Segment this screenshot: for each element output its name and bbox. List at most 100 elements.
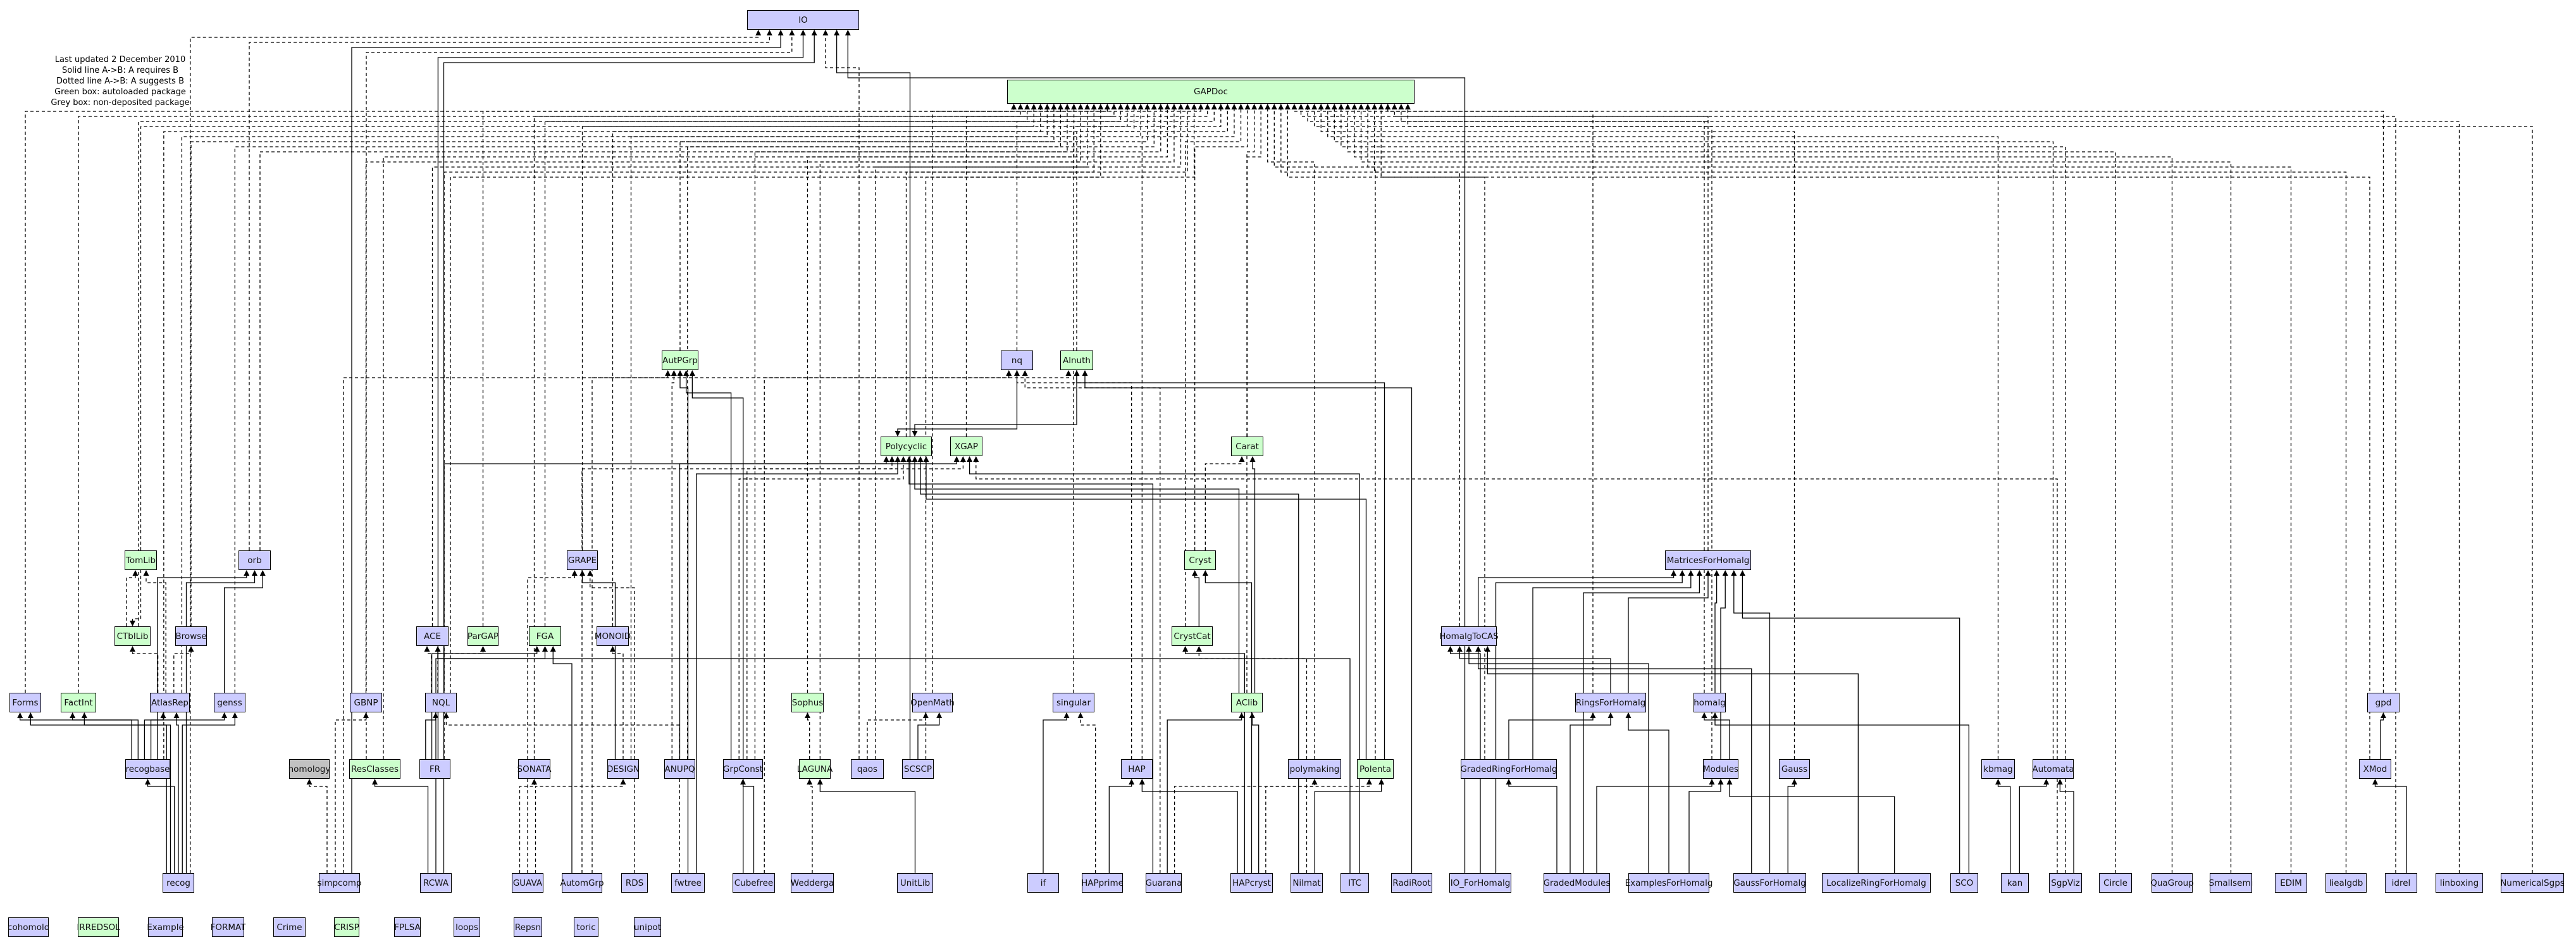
arrowhead: [1995, 779, 2001, 785]
package-node-RingsForHomalg[interactable]: RingsForHomalg: [1575, 693, 1646, 712]
package-node-RCWA[interactable]: RCWA: [420, 873, 452, 893]
package-node-FGA[interactable]: FGA: [529, 626, 561, 646]
package-node-unipot[interactable]: unipot: [634, 917, 661, 937]
package-node-Guarana[interactable]: Guarana: [1146, 873, 1182, 893]
package-node-LAGUNA[interactable]: LAGUNA: [797, 759, 833, 779]
package-node-ResClasses[interactable]: ResClasses: [349, 759, 400, 779]
package-node-MONOID[interactable]: MONOID: [595, 626, 631, 646]
package-node-FactInt[interactable]: FactInt: [61, 693, 96, 712]
package-node-Cubefree[interactable]: Cubefree: [733, 873, 775, 893]
package-node-ParGAP[interactable]: ParGAP: [468, 626, 498, 646]
package-node-GaussForHomalg[interactable]: GaussForHomalg: [1733, 873, 1806, 893]
package-node-Automata[interactable]: Automata: [2032, 759, 2074, 779]
package-node-Forms[interactable]: Forms: [9, 693, 41, 712]
package-node-DESIGN[interactable]: DESIGN: [607, 759, 640, 779]
package-node-HAP[interactable]: HAP: [1121, 759, 1153, 779]
package-node-GRAPE[interactable]: GRAPE: [567, 550, 598, 570]
package-node-FORMAT[interactable]: FORMAT: [211, 917, 245, 937]
package-node-HomalgToCAS[interactable]: HomalgToCAS: [1439, 626, 1499, 646]
package-node-simpcomp[interactable]: simpcomp: [318, 873, 361, 893]
package-node-orb[interactable]: orb: [238, 550, 271, 570]
package-node-cohomolo[interactable]: cohomolo: [8, 917, 49, 937]
package-node-UnitLib[interactable]: UnitLib: [897, 873, 933, 893]
package-node-AtlasRep[interactable]: AtlasRep: [150, 693, 190, 712]
package-node-ITC[interactable]: ITC: [1341, 873, 1369, 893]
package-node-Smallsemi[interactable]: Smallsemi: [2209, 873, 2253, 893]
package-node-CrystCat[interactable]: CrystCat: [1172, 626, 1213, 646]
package-node-loops[interactable]: loops: [454, 917, 480, 937]
package-node-CTblLib[interactable]: CTblLib: [115, 626, 151, 646]
package-node-GAPDoc[interactable]: GAPDoc: [1007, 80, 1415, 104]
package-node-qaos[interactable]: qaos: [851, 759, 884, 779]
package-node-polymaking[interactable]: polymaking: [1288, 759, 1341, 779]
package-node-Nilmat[interactable]: Nilmat: [1291, 873, 1323, 893]
package-node-RDS[interactable]: RDS: [621, 873, 648, 893]
package-node-TomLib[interactable]: TomLib: [125, 550, 157, 570]
package-node-genss[interactable]: genss: [214, 693, 245, 712]
package-node-nq[interactable]: nq: [1001, 350, 1033, 370]
package-node-IO_ForHomalg[interactable]: IO_ForHomalg: [1449, 873, 1511, 893]
package-node-ExamplesForHomalg[interactable]: ExamplesForHomalg: [1625, 873, 1712, 893]
package-node-SCSCP[interactable]: SCSCP: [902, 759, 934, 779]
package-node-XMod[interactable]: XMod: [2359, 759, 2391, 779]
package-node-EDIM[interactable]: EDIM: [2275, 873, 2307, 893]
package-node-Crime[interactable]: Crime: [273, 917, 306, 937]
package-node-toric[interactable]: toric: [574, 917, 598, 937]
package-node-Gauss[interactable]: Gauss: [1779, 759, 1810, 779]
package-node-kbmag[interactable]: kbmag: [1981, 759, 2015, 779]
package-node-QuaGroup[interactable]: QuaGroup: [2150, 873, 2194, 893]
package-node-homology[interactable]: homology: [288, 759, 330, 779]
arrowhead: [610, 646, 616, 652]
package-node-ANUPQ[interactable]: ANUPQ: [664, 759, 695, 779]
package-node-HAPprime[interactable]: HAPprime: [1081, 873, 1124, 893]
package-node-recog[interactable]: recog: [163, 873, 194, 893]
package-node-FR[interactable]: FR: [419, 759, 450, 779]
package-node-SgpViz[interactable]: SgpViz: [2049, 873, 2082, 893]
package-node-FPLSA[interactable]: FPLSA: [394, 917, 421, 937]
package-node-SONATA[interactable]: SONATA: [517, 759, 551, 779]
package-node-AClib[interactable]: AClib: [1231, 693, 1263, 712]
package-node-GradedRingForHomalg[interactable]: GradedRingForHomalg: [1460, 759, 1557, 779]
package-node-Cryst[interactable]: Cryst: [1184, 550, 1216, 570]
package-node-IO[interactable]: IO: [747, 10, 859, 30]
package-node-RadiRoot[interactable]: RadiRoot: [1391, 873, 1432, 893]
package-node-Alnuth[interactable]: Alnuth: [1060, 350, 1093, 370]
package-node-fwtree[interactable]: fwtree: [671, 873, 705, 893]
package-node-singular[interactable]: singular: [1053, 693, 1094, 712]
package-node-NQL[interactable]: NQL: [425, 693, 457, 712]
package-node-OpenMath[interactable]: OpenMath: [910, 693, 955, 712]
package-node-Repsn[interactable]: Repsn: [514, 917, 542, 937]
package-node-Example[interactable]: Example: [147, 917, 184, 937]
package-node-Circle[interactable]: Circle: [2099, 873, 2132, 893]
package-node-recogbase[interactable]: recogbase: [125, 759, 170, 779]
package-node-ACE[interactable]: ACE: [416, 626, 449, 646]
package-node-AutomGrp[interactable]: AutomGrp: [560, 873, 604, 893]
package-node-homalg[interactable]: homalg: [1694, 693, 1726, 712]
package-node-GBNP[interactable]: GBNP: [350, 693, 382, 712]
package-node-XGAP[interactable]: XGAP: [950, 437, 982, 456]
package-node-idrel[interactable]: idrel: [2385, 873, 2417, 893]
package-node-Browse[interactable]: Browse: [175, 626, 207, 646]
package-node-kan[interactable]: kan: [2001, 873, 2029, 893]
package-node-Modules[interactable]: Modules: [1703, 759, 1738, 779]
package-node-HAPcryst[interactable]: HAPcryst: [1230, 873, 1273, 893]
package-node-linboxing[interactable]: linboxing: [2436, 873, 2483, 893]
package-node-MatricesForHomalg[interactable]: MatricesForHomalg: [1665, 550, 1751, 570]
package-node-Carat[interactable]: Carat: [1231, 437, 1263, 456]
package-node-LocalizeRingForHomalg[interactable]: LocalizeRingForHomalg: [1822, 873, 1931, 893]
package-node-Sophus[interactable]: Sophus: [791, 693, 824, 712]
package-node-GradedModules[interactable]: GradedModules: [1544, 873, 1610, 893]
package-node-SCO[interactable]: SCO: [1950, 873, 1978, 893]
package-node-NumericalSgps[interactable]: NumericalSgps: [2500, 873, 2565, 893]
package-node-Wedderga[interactable]: Wedderga: [791, 873, 834, 893]
package-node-if[interactable]: if: [1027, 873, 1059, 893]
package-node-Polycyclic[interactable]: Polycyclic: [881, 437, 932, 456]
package-node-liealgdb[interactable]: liealgdb: [2325, 873, 2367, 893]
package-node-AutPGrp[interactable]: AutPGrp: [662, 350, 698, 370]
package-node-GrpConst[interactable]: GrpConst: [723, 759, 763, 779]
package-node-CRISP[interactable]: CRISP: [334, 917, 359, 937]
package-node-gpd[interactable]: gpd: [2367, 693, 2400, 712]
package-node-GUAVA[interactable]: GUAVA: [512, 873, 543, 893]
package-node-Polenta[interactable]: Polenta: [1357, 759, 1394, 779]
package-node-IRREDSOL[interactable]: IRREDSOL: [77, 917, 120, 937]
